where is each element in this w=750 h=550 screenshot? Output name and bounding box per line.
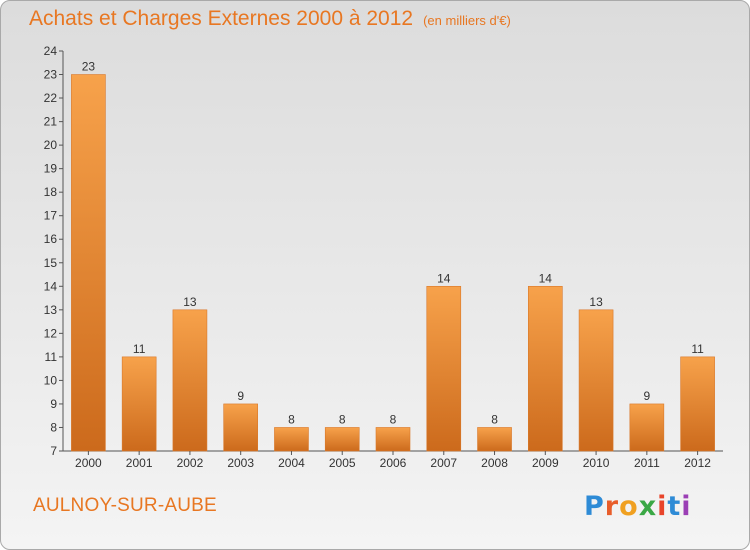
- bar-value-label: 13: [589, 295, 603, 309]
- bar-value-label: 14: [437, 271, 451, 285]
- y-tick-label: 16: [44, 232, 58, 246]
- y-tick-label: 8: [50, 420, 57, 434]
- bar-value-label: 23: [82, 60, 96, 74]
- x-tick-label: 2003: [227, 456, 254, 470]
- y-tick-label: 17: [44, 209, 58, 223]
- y-tick-label: 7: [50, 444, 57, 458]
- bar-value-label: 8: [339, 412, 346, 426]
- x-tick-label: 2012: [684, 456, 711, 470]
- logo-letter: i: [681, 491, 692, 522]
- logo-letter: r: [604, 491, 620, 522]
- logo-letter: t: [667, 491, 682, 522]
- bar-2005: [324, 427, 360, 452]
- bar-2012: [680, 356, 715, 452]
- y-tick-label: 20: [44, 138, 58, 152]
- bar-value-label: 8: [288, 412, 295, 426]
- x-tick-label: 2010: [583, 456, 610, 470]
- unit-note: (en milliers d'€): [423, 13, 511, 28]
- bar-value-label: 11: [691, 342, 704, 356]
- bar-value-label: 9: [644, 389, 651, 403]
- y-tick-label: 15: [44, 256, 58, 270]
- y-tick-label: 14: [44, 279, 58, 293]
- logo-letter: P: [584, 491, 605, 522]
- x-tick-label: 2011: [634, 456, 660, 470]
- bar-value-label: 11: [133, 342, 146, 356]
- bar-2001: [121, 356, 157, 452]
- y-tick-label: 10: [44, 373, 58, 387]
- x-tick-label: 2006: [380, 456, 407, 470]
- y-tick-label: 18: [44, 185, 58, 199]
- y-tick-label: 19: [44, 162, 58, 176]
- logo-letter: i: [657, 491, 668, 522]
- bar-2000: [71, 74, 106, 452]
- title-text: Achats et Charges Externes 2000 à 2012: [29, 7, 414, 30]
- bar-value-label: 14: [539, 271, 553, 285]
- x-tick-label: 2001: [126, 456, 153, 470]
- bar-2006: [375, 427, 411, 452]
- y-tick-label: 22: [44, 91, 58, 105]
- y-tick-label: 21: [44, 115, 58, 129]
- x-tick-label: 2009: [532, 456, 559, 470]
- y-tick-label: 9: [50, 397, 57, 411]
- y-tick-label: 12: [44, 326, 58, 340]
- bar-2002: [172, 309, 208, 452]
- bar-value-label: 9: [237, 389, 244, 403]
- town-name: AULNOY-SUR-AUBE: [33, 495, 217, 516]
- bar-value-label: 13: [183, 295, 197, 309]
- bar-2003: [223, 403, 258, 452]
- logo-letter: x: [638, 491, 658, 522]
- bar-2011: [629, 403, 665, 452]
- y-tick-label: 11: [45, 350, 58, 364]
- bar-2008: [477, 427, 512, 452]
- bar-2009: [528, 285, 563, 452]
- bar-value-label: 8: [491, 412, 498, 426]
- y-tick-label: 23: [44, 68, 58, 82]
- x-tick-label: 2004: [278, 456, 305, 470]
- bar-2010: [578, 309, 614, 452]
- y-tick-label: 13: [44, 303, 58, 317]
- x-tick-label: 2002: [177, 456, 204, 470]
- x-tick-label: 2008: [481, 456, 508, 470]
- y-tick-label: 24: [44, 44, 58, 58]
- proxiti-logo[interactable]: Proxiti: [584, 491, 692, 522]
- bar-2004: [274, 427, 309, 452]
- bar-2007: [426, 285, 462, 452]
- chart-title: Achats et Charges Externes 2000 à 2012 (e…: [29, 7, 511, 31]
- bar-value-label: 8: [390, 412, 397, 426]
- logo-letter: o: [619, 491, 639, 522]
- x-tick-label: 2000: [75, 456, 102, 470]
- x-tick-label: 2005: [329, 456, 356, 470]
- x-tick-label: 2007: [430, 456, 457, 470]
